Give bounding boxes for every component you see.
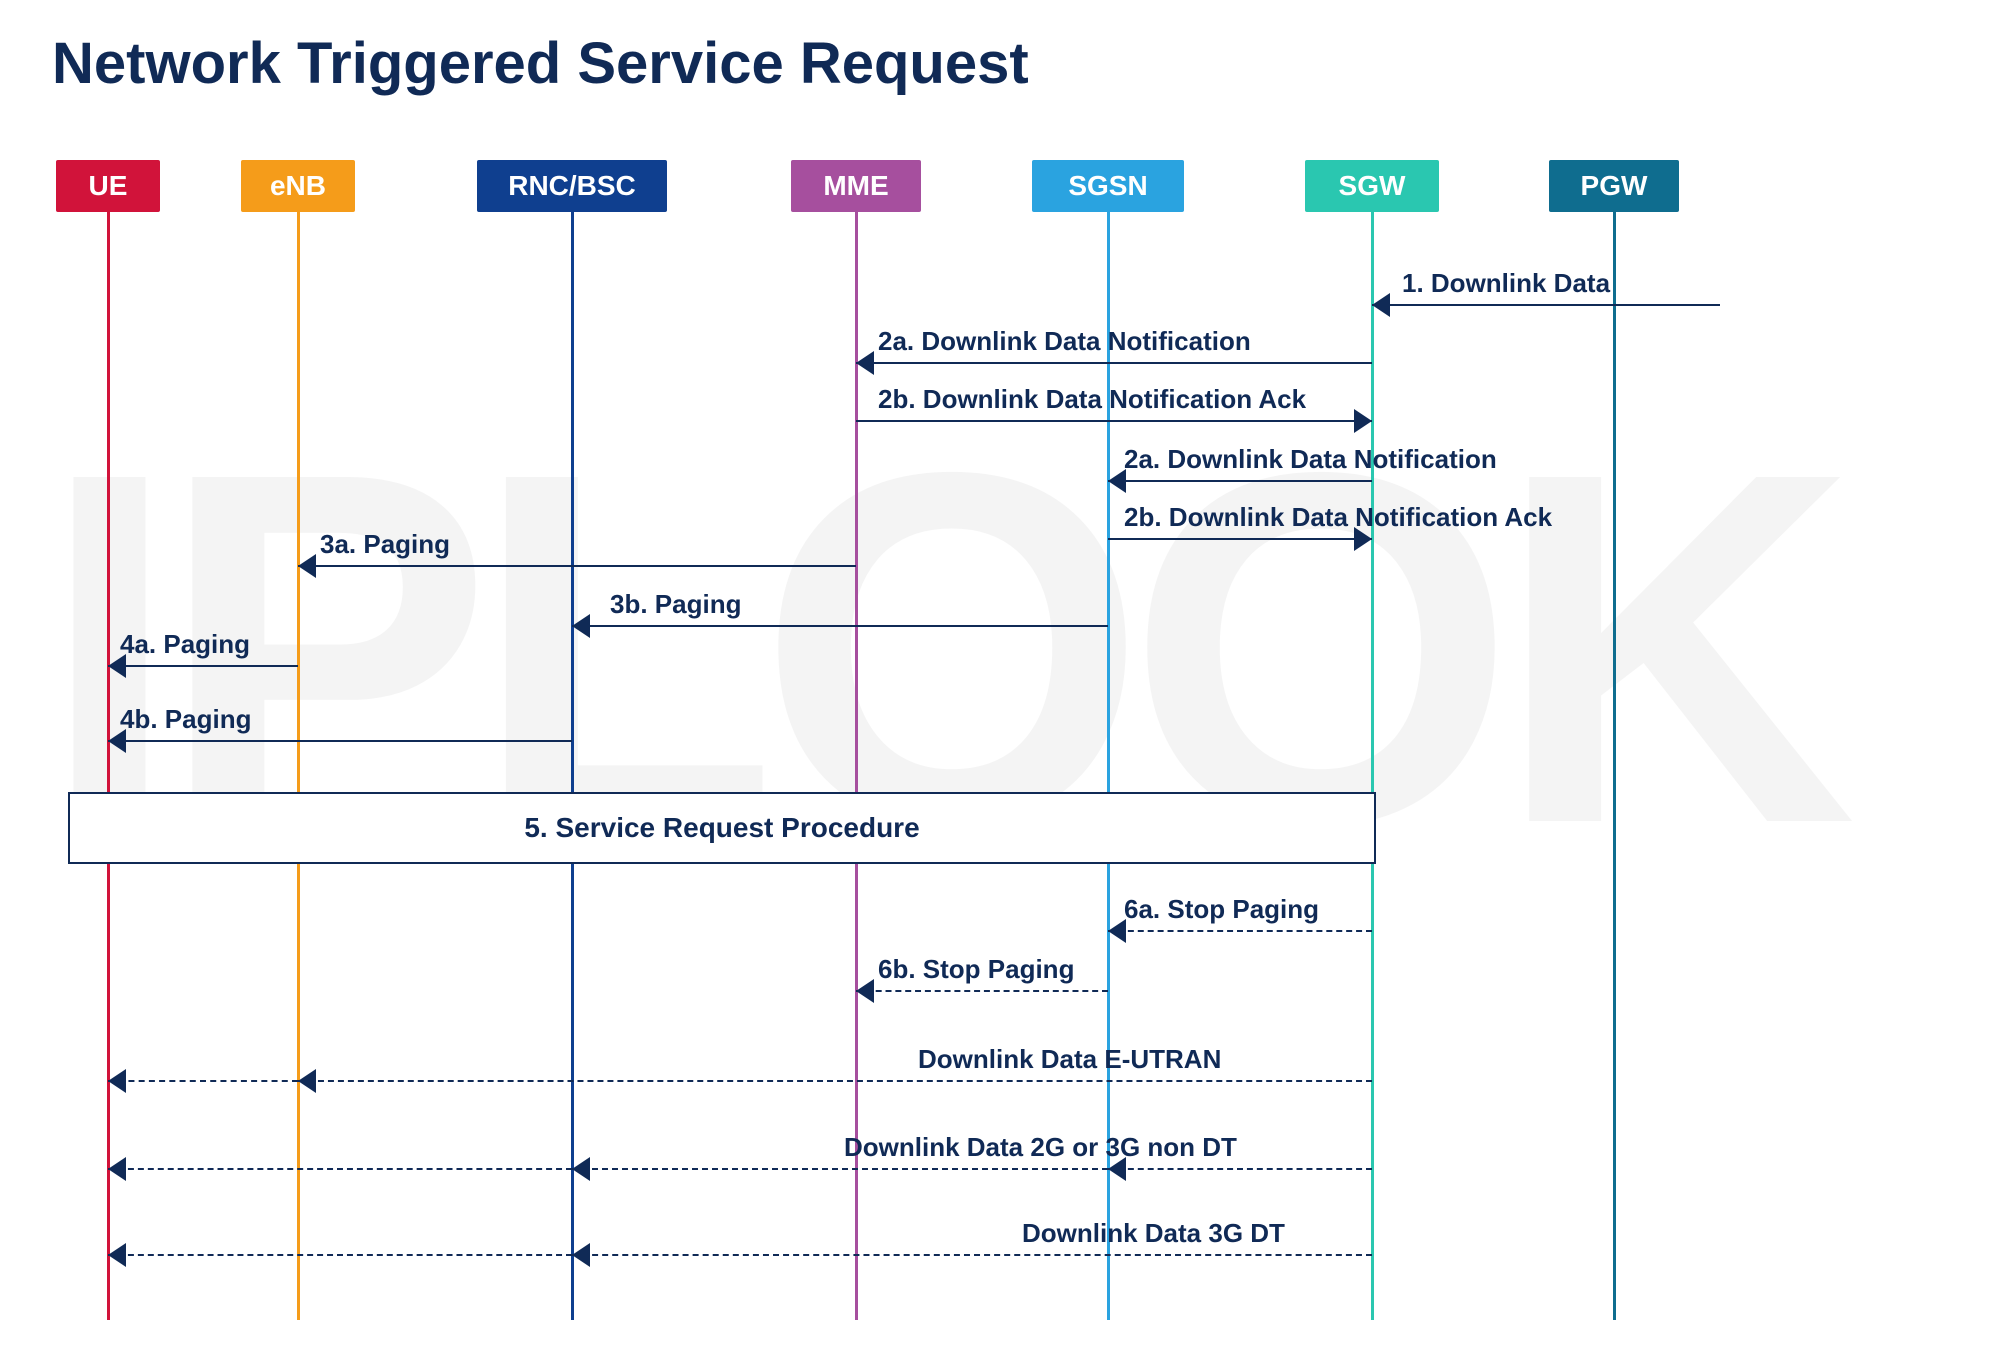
lifeline-sgw (1371, 212, 1374, 1320)
message-line (1108, 930, 1372, 932)
message-line (298, 565, 856, 567)
message-line (1108, 538, 1372, 540)
procedure-box: 5. Service Request Procedure (68, 792, 1376, 864)
arrowhead-icon (572, 1157, 590, 1181)
message-line (856, 420, 1372, 422)
message-label: 3a. Paging (320, 529, 450, 560)
message-line (108, 1168, 572, 1170)
arrowhead-icon (108, 1243, 126, 1267)
actor-label: eNB (270, 170, 326, 202)
message-label: 4a. Paging (120, 629, 250, 660)
actor-head-mme: MME (791, 160, 921, 212)
message-line (298, 1080, 1372, 1082)
actor-head-ue: UE (56, 160, 160, 212)
actor-head-rnc: RNC/BSC (477, 160, 667, 212)
procedure-label: 5. Service Request Procedure (524, 812, 919, 844)
message-line (856, 990, 1108, 992)
actor-label: PGW (1581, 170, 1648, 202)
arrowhead-icon (856, 979, 874, 1003)
message-line (108, 1254, 572, 1256)
arrowhead-icon (108, 1157, 126, 1181)
message-label: 2b. Downlink Data Notification Ack (878, 384, 1306, 415)
lifeline-pgw (1613, 212, 1616, 1320)
message-label: 2a. Downlink Data Notification (1124, 444, 1497, 475)
arrowhead-icon (298, 554, 316, 578)
arrowhead-icon (1354, 409, 1372, 433)
arrowhead-icon (572, 614, 590, 638)
message-label: 2b. Downlink Data Notification Ack (1124, 502, 1552, 533)
actor-label: UE (89, 170, 128, 202)
actor-head-enb: eNB (241, 160, 355, 212)
message-label: Downlink Data E-UTRAN (918, 1044, 1221, 1075)
actor-head-sgw: SGW (1305, 160, 1439, 212)
actor-label: SGSN (1068, 170, 1147, 202)
message-line (108, 665, 298, 667)
actor-label: RNC/BSC (508, 170, 636, 202)
message-line (572, 625, 1108, 627)
arrowhead-icon (108, 1069, 126, 1093)
lifeline-rnc (571, 212, 574, 1320)
message-line (572, 1254, 1372, 1256)
actor-label: MME (823, 170, 888, 202)
message-line (572, 1168, 1108, 1170)
arrowhead-icon (298, 1069, 316, 1093)
message-line (108, 740, 572, 742)
arrowhead-icon (856, 351, 874, 375)
message-label: Downlink Data 3G DT (1022, 1218, 1285, 1249)
message-label: 6b. Stop Paging (878, 954, 1074, 985)
message-line (1108, 1168, 1372, 1170)
arrowhead-icon (572, 1243, 590, 1267)
message-label: 4b. Paging (120, 704, 251, 735)
message-label: 2a. Downlink Data Notification (878, 326, 1251, 357)
actor-label: SGW (1339, 170, 1406, 202)
message-label: 6a. Stop Paging (1124, 894, 1319, 925)
actor-head-pgw: PGW (1549, 160, 1679, 212)
actor-head-sgsn: SGSN (1032, 160, 1184, 212)
message-line (856, 362, 1372, 364)
message-label: 3b. Paging (610, 589, 741, 620)
message-line (1372, 304, 1720, 306)
message-label: Downlink Data 2G or 3G non DT (844, 1132, 1237, 1163)
message-line (1108, 480, 1372, 482)
diagram-stage: IPLOOK Network Triggered Service Request… (0, 0, 2000, 1365)
lifeline-ue (107, 212, 110, 1320)
arrowhead-icon (1372, 293, 1390, 317)
message-line (108, 1080, 298, 1082)
message-label: 1. Downlink Data (1402, 268, 1610, 299)
lifeline-enb (297, 212, 300, 1320)
diagram-title: Network Triggered Service Request (52, 30, 1029, 97)
